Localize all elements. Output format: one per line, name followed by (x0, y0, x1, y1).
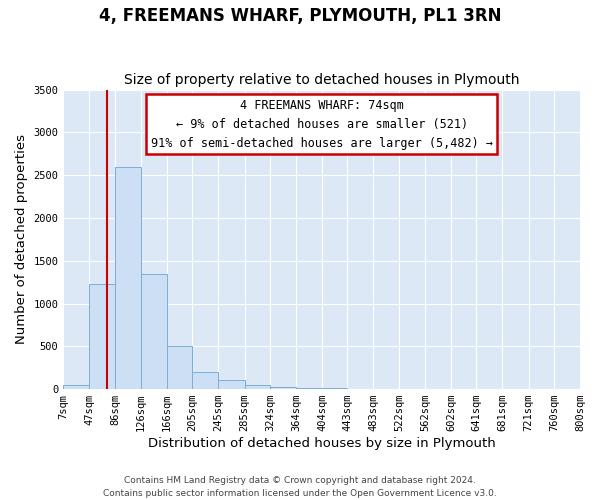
Bar (64, 385, 89, 389)
Text: 4, FREEMANS WHARF, PLYMOUTH, PL1 3RN: 4, FREEMANS WHARF, PLYMOUTH, PL1 3RN (99, 8, 501, 26)
Y-axis label: Number of detached properties: Number of detached properties (15, 134, 28, 344)
Bar (245, 385, 270, 389)
Bar (141, 274, 167, 389)
Bar (167, 346, 193, 389)
Bar (218, 380, 245, 389)
Bar (115, 168, 141, 389)
Bar (193, 372, 218, 389)
Bar (89, 284, 115, 389)
Text: Contains HM Land Registry data © Crown copyright and database right 2024.
Contai: Contains HM Land Registry data © Crown c… (103, 476, 497, 498)
Bar (322, 388, 347, 389)
X-axis label: Distribution of detached houses by size in Plymouth: Distribution of detached houses by size … (148, 437, 496, 450)
Bar (270, 386, 296, 389)
Title: Size of property relative to detached houses in Plymouth: Size of property relative to detached ho… (124, 73, 520, 87)
Text: 4 FREEMANS WHARF: 74sqm
← 9% of detached houses are smaller (521)
91% of semi-de: 4 FREEMANS WHARF: 74sqm ← 9% of detached… (151, 98, 493, 150)
Bar (296, 388, 322, 389)
